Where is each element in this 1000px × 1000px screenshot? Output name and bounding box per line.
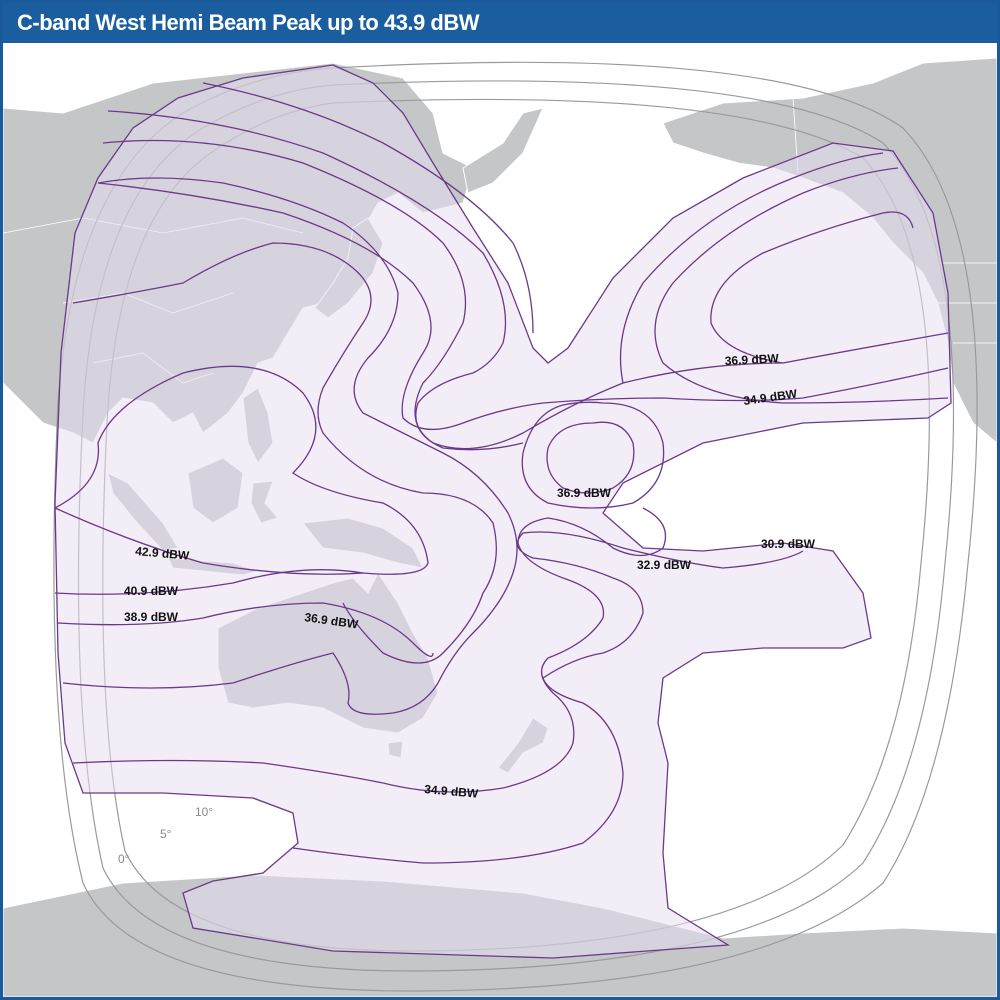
contour-38-9: [57, 602, 434, 657]
contour-38-9-loop: [72, 242, 497, 664]
label-36-9-cpac: 36.9 dBW: [557, 486, 612, 500]
elevation-label-10: 10°: [195, 805, 213, 819]
contour-north-4: [202, 82, 534, 334]
label-34-9-south: 34.9 dBW: [424, 782, 480, 801]
elevation-labels: 0° 5° 10°: [118, 805, 213, 866]
label-38-9: 38.9 dBW: [124, 610, 179, 624]
contour-34-9-south: [72, 507, 667, 793]
contour-32-9: [292, 531, 804, 864]
label-42-9: 42.9 dBW: [135, 544, 191, 563]
map-title: C-band West Hemi Beam Peak up to 43.9 dB…: [17, 10, 479, 35]
land-kamchatka: [462, 107, 544, 194]
eirp-contours: [54, 82, 949, 864]
elevation-label-0: 0°: [118, 852, 130, 866]
beam-coverage-map: 42.9 dBW 40.9 dBW 38.9 dBW 36.9 dBW 36.9…: [3, 57, 997, 997]
label-40-9: 40.9 dBW: [124, 584, 179, 598]
contour-36-9-aus: [62, 177, 518, 715]
contour-npac-outer: [654, 167, 949, 404]
label-36-9-npac: 36.9 dBW: [724, 351, 779, 368]
contour-north-3: [107, 110, 524, 451]
elevation-label-5: 5°: [160, 827, 172, 841]
label-32-9: 32.9 dBW: [637, 558, 692, 572]
contour-36-9-cpac: [546, 421, 635, 494]
beam-coverage-area: [54, 64, 952, 959]
label-30-9: 30.9 dBW: [761, 537, 816, 551]
contour-npac-outer-2: [619, 152, 884, 384]
contour-42-9: [54, 365, 429, 575]
contour-40-9: [54, 569, 364, 595]
contour-36-9-npac: [710, 211, 914, 364]
title-bar: C-band West Hemi Beam Peak up to 43.9 dB…: [3, 3, 997, 43]
contour-cpac-outer: [521, 401, 665, 509]
contour-north-2: [97, 182, 949, 431]
